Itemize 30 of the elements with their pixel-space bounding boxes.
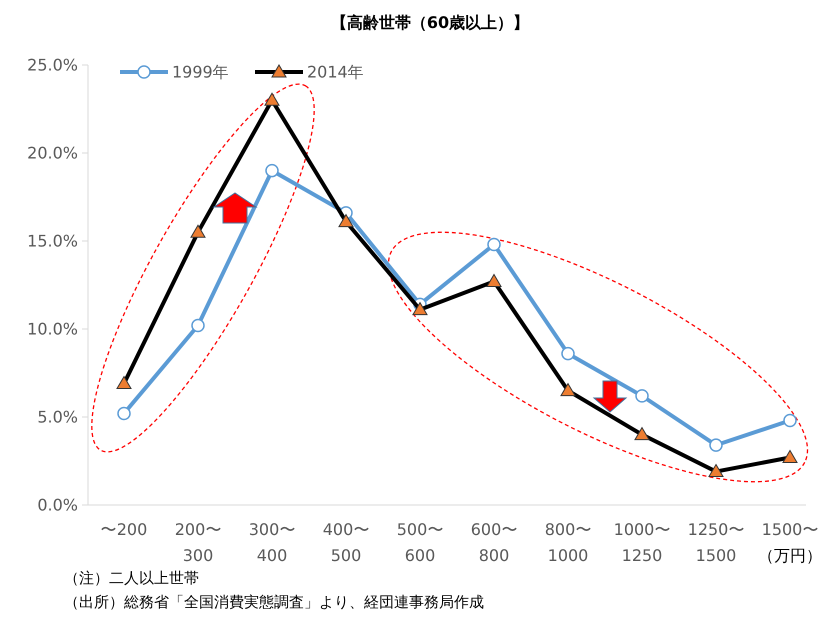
x-tick-label: 500〜 600 xyxy=(396,520,444,565)
x-tick-label: 1500〜 xyxy=(762,520,818,539)
y-tick-label: 20.0% xyxy=(27,144,78,163)
text: （出所）総務省「全国消費実態調査」より、経団連事務局作成 xyxy=(64,593,484,611)
x-axis-title: （万円） xyxy=(758,546,822,565)
y-tick-label: 5.0% xyxy=(37,408,78,427)
point xyxy=(487,238,501,252)
x-tick-label: 1250〜 1500 xyxy=(688,520,744,565)
y-tick-label: 25.0% xyxy=(27,56,78,75)
x-tick-label: 〜200 xyxy=(100,520,148,539)
point xyxy=(635,389,649,403)
x-tick-label: 600〜 800 xyxy=(470,520,518,565)
point xyxy=(191,318,205,332)
legend-label: 2014年 xyxy=(307,62,364,82)
x-tick-label: 800〜 1000 xyxy=(544,520,592,565)
x-tick-label: 400〜 500 xyxy=(322,520,370,565)
y-tick-label: 0.0% xyxy=(37,496,78,515)
legend-label: 1999年 xyxy=(172,62,229,82)
y-tick-label: 10.0% xyxy=(27,320,78,339)
x-tick-label: 200〜 300 xyxy=(174,520,222,565)
chart-title: 【高齢世帯（60歳以上）】 xyxy=(330,13,530,32)
x-tick-label: 300〜 400 xyxy=(248,520,296,565)
y-tick-label: 15.0% xyxy=(27,232,78,251)
point xyxy=(709,438,723,452)
point xyxy=(783,414,797,428)
point xyxy=(265,164,279,178)
point xyxy=(561,346,575,360)
point xyxy=(117,406,131,420)
text: （注）二人以上世帯 xyxy=(64,569,199,587)
x-tick-label: 1000〜 1250 xyxy=(614,520,670,565)
